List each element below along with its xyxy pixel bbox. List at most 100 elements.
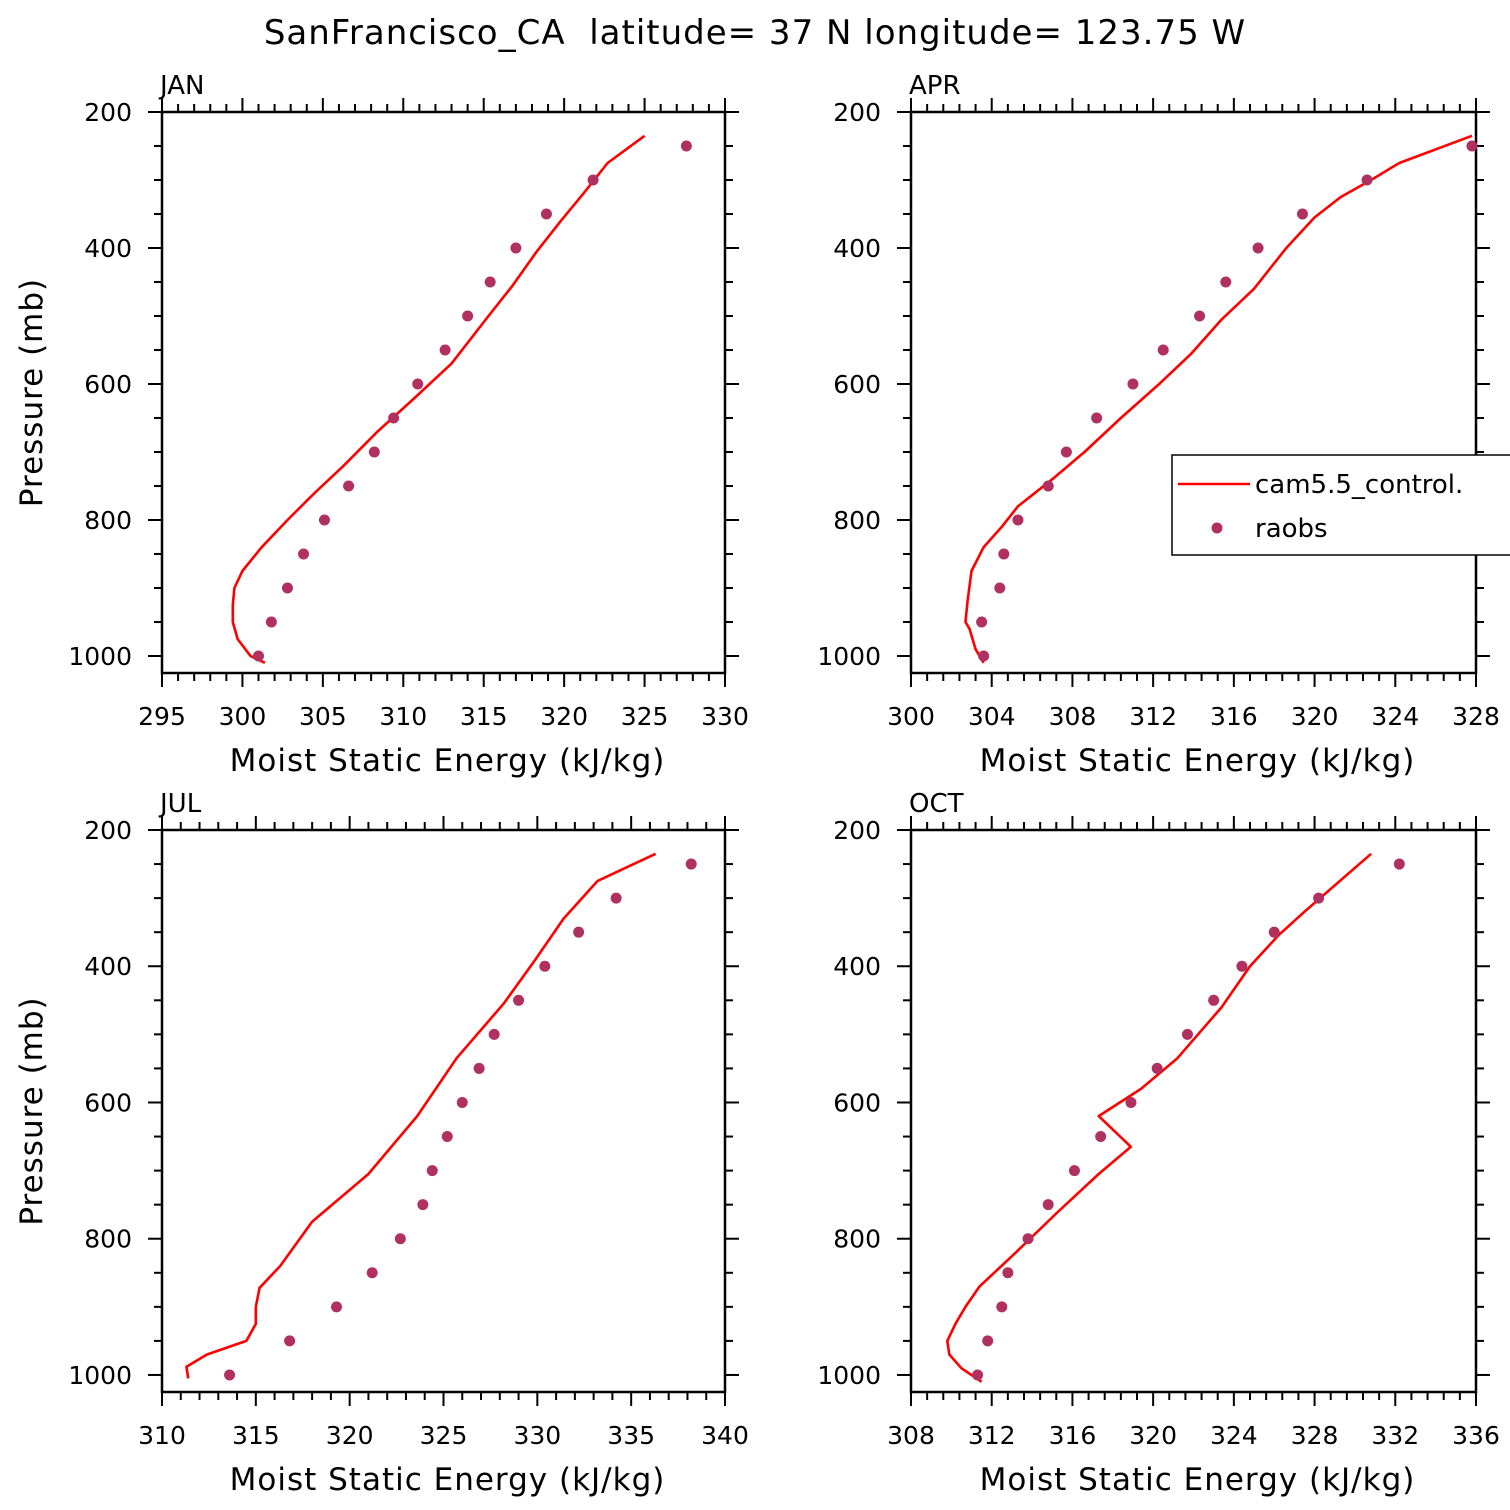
raob-point: [1002, 1267, 1014, 1279]
raob-point: [426, 1165, 438, 1177]
raob-point: [1042, 480, 1054, 492]
raob-point: [1194, 310, 1206, 322]
raob-point: [439, 344, 451, 356]
panel-oct: OCT 308 312 316 320 324 328 332 336 200 400 600 800 1…: [817, 789, 1499, 1498]
x-tick-label: 305: [299, 702, 347, 731]
y-tick-label: 400: [833, 952, 881, 981]
x-tick-label: 335: [607, 1421, 655, 1450]
model-profile-line: [964, 134, 1473, 664]
x-tick-label: 300: [887, 702, 935, 731]
x-tick-label: 310: [138, 1421, 186, 1450]
x-tick-label: 308: [887, 1421, 935, 1450]
x-tick-label: 324: [1371, 702, 1419, 731]
raob-point: [1068, 1165, 1080, 1177]
x-tick-label: 312: [1129, 702, 1177, 731]
panel-title: JUL: [158, 789, 202, 819]
raob-point: [331, 1301, 343, 1313]
raob-point: [284, 1335, 296, 1347]
plot-frame: [160, 828, 727, 1394]
raob-point: [1022, 1233, 1034, 1245]
y-tick-label: 200: [84, 816, 132, 845]
raob-point: [610, 892, 622, 904]
y-tick-label: 800: [833, 506, 881, 535]
x-axis-label: Moist Static Energy (kJ/kg): [980, 1462, 1416, 1498]
raob-point: [281, 582, 293, 594]
x-tick-label: 324: [1210, 1421, 1258, 1450]
x-tick-label: 316: [1049, 1421, 1097, 1450]
raob-point: [976, 616, 988, 628]
x-tick-label: 300: [219, 702, 267, 731]
raob-point: [1296, 208, 1308, 220]
raob-point: [1127, 378, 1139, 390]
raob-point: [417, 1199, 429, 1211]
raob-point: [540, 208, 552, 220]
panel-jul: JUL 310 315 320 325 330 335 340 200 400 600 800 1000…: [14, 789, 749, 1498]
raob-point: [484, 276, 496, 288]
legend-label: raobs: [1255, 514, 1328, 544]
y-axis-label: Pressure (mb): [14, 996, 50, 1225]
x-tick-label: 330: [513, 1421, 561, 1450]
y-tick-label: 1000: [68, 642, 132, 671]
panels: JAN 295 300 305 310 315 320 325 330 200 400 600 800 1…: [14, 71, 1500, 1498]
y-tick-label: 400: [833, 234, 881, 263]
raob-point: [265, 616, 277, 628]
model-profile-line: [231, 134, 646, 664]
raob-point: [224, 1369, 236, 1381]
y-axis-label: Pressure (mb): [14, 278, 50, 507]
raob-point: [462, 310, 474, 322]
x-tick-label: 330: [701, 702, 749, 731]
plot-frame: [909, 828, 1478, 1394]
y-tick-label: 800: [84, 506, 132, 535]
y-tick-label: 600: [84, 370, 132, 399]
x-tick-label: 295: [138, 702, 186, 731]
raob-point: [1042, 1199, 1054, 1211]
x-tick-label: 320: [540, 702, 588, 731]
raob-point: [456, 1096, 468, 1108]
y-tick-label: 1000: [817, 1361, 881, 1390]
raob-point: [1220, 276, 1232, 288]
x-tick-label: 332: [1371, 1421, 1419, 1450]
raob-point: [253, 650, 265, 662]
y-tick-label: 1000: [817, 642, 881, 671]
raob-point: [972, 1369, 984, 1381]
plot-frame: [909, 110, 1478, 675]
x-tick-label: 320: [326, 1421, 374, 1450]
raob-point: [1012, 514, 1024, 526]
y-tick-label: 400: [84, 234, 132, 263]
x-tick-label: 320: [1291, 702, 1339, 731]
raob-point: [343, 480, 355, 492]
x-axis-label: Moist Static Energy (kJ/kg): [980, 743, 1416, 779]
raob-point: [1393, 858, 1405, 870]
x-tick-label: 320: [1129, 1421, 1177, 1450]
x-tick-label: 315: [460, 702, 508, 731]
raob-point: [513, 994, 525, 1006]
raob-point: [394, 1233, 406, 1245]
raob-point: [1313, 892, 1325, 904]
raob-point: [318, 514, 330, 526]
panel-apr: APR 300 304 308 312 316 320 324 328 200 400 600 800 1…: [817, 71, 1499, 779]
y-tick-label: 200: [833, 816, 881, 845]
plot-frame: [160, 110, 727, 675]
y-tick-label: 600: [833, 370, 881, 399]
x-tick-label: 316: [1210, 702, 1258, 731]
y-tick-label: 600: [833, 1088, 881, 1117]
x-tick-label: 328: [1291, 1421, 1339, 1450]
x-tick-label: 325: [621, 702, 669, 731]
raob-point: [573, 926, 585, 938]
raob-point: [994, 582, 1006, 594]
raob-point: [1151, 1062, 1163, 1074]
raob-point: [412, 378, 424, 390]
raob-point: [441, 1131, 453, 1143]
legend-marker-swatch: [1211, 522, 1223, 534]
raob-point: [1208, 994, 1220, 1006]
figure-title: SanFrancisco_CA latitude= 37 N longitude…: [264, 13, 1246, 53]
raob-point: [1252, 242, 1264, 254]
x-axis-label: Moist Static Energy (kJ/kg): [230, 743, 666, 779]
raob-point: [1466, 140, 1478, 152]
raob-point: [388, 412, 400, 424]
raob-point: [488, 1028, 500, 1040]
raob-point: [1181, 1028, 1193, 1040]
legend-box: [1171, 454, 1510, 556]
raob-point: [1268, 926, 1280, 938]
